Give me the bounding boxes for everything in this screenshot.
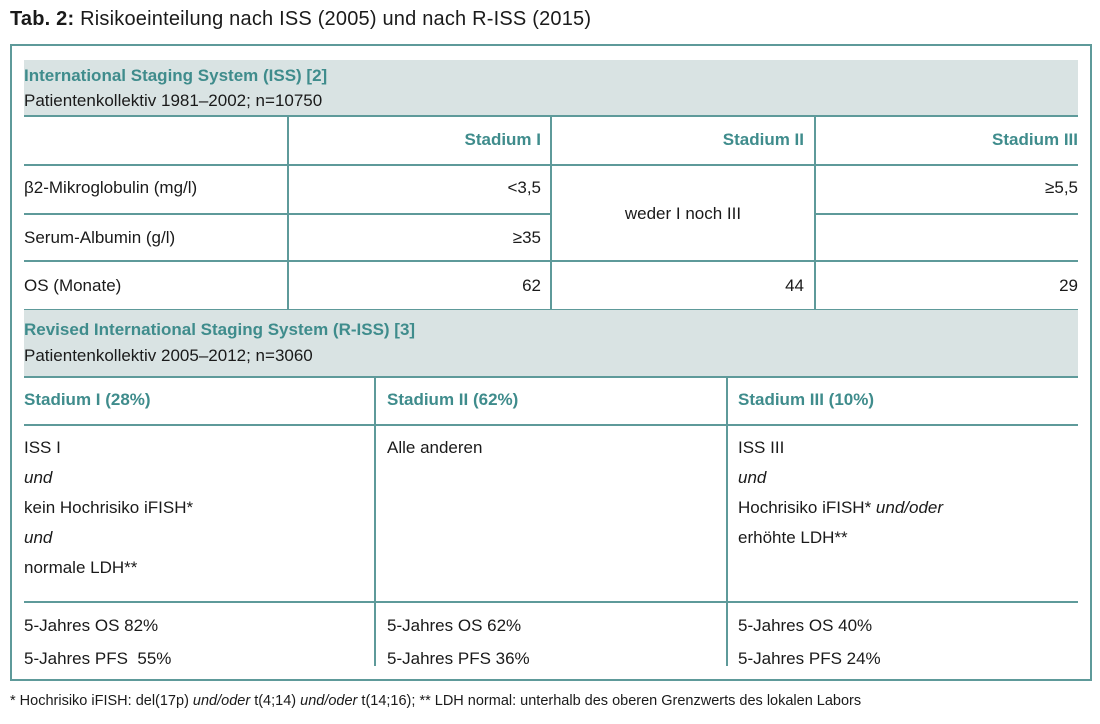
iss-row-value: 44 <box>785 276 804 295</box>
iss-col-stage-1: Stadium I <box>464 130 541 149</box>
iss-row-label: OS (Monate) <box>24 276 122 295</box>
outcome-pfs: 5-Jahres PFS 24% <box>738 649 881 668</box>
riss-col-stage-2: Stadium II (62%) <box>387 390 519 409</box>
outcome-os: 5-Jahres OS 62% <box>387 616 522 635</box>
criteria-line: normale LDH** <box>24 558 138 577</box>
iss-row-value: 29 <box>1059 276 1078 295</box>
footnote-text: * Hochrisiko iFISH: del(17p) <box>10 693 193 709</box>
footnote: * Hochrisiko iFISH: del(17p) und/oder t(… <box>10 693 861 709</box>
iss-row-value: 62 <box>522 276 541 295</box>
criteria-line: Hochrisiko iFISH* und/oder <box>738 498 943 518</box>
criteria-line: Alle anderen <box>387 438 483 457</box>
riss-col-stage-1: Stadium I (28%) <box>24 390 151 409</box>
table-caption: Tab. 2: Risikoeinteilung nach ISS (2005)… <box>10 8 591 31</box>
criteria-line: ISS I <box>24 438 61 457</box>
iss-header-band: International Staging System (ISS) [2] P… <box>24 60 1078 115</box>
outcome-pfs: 5-Jahres PFS 55% <box>24 649 172 668</box>
criteria-line: und <box>738 468 767 487</box>
criteria-line: kein Hochrisiko iFISH* <box>24 498 194 517</box>
divider <box>814 115 816 309</box>
criteria-line: und <box>24 468 53 487</box>
iss-row-value: ≥5,5 <box>1045 178 1078 197</box>
table-frame: International Staging System (ISS) [2] P… <box>10 44 1092 681</box>
footnote-conjunction: und/oder <box>192 693 251 709</box>
footnote-conjunction: und/oder <box>300 693 358 709</box>
outcome-pfs: 5-Jahres PFS 36% <box>387 649 530 668</box>
divider <box>726 376 728 666</box>
divider <box>24 309 1078 311</box>
divider <box>287 115 289 309</box>
divider <box>814 213 1078 215</box>
outcome-os: 5-Jahres OS 40% <box>738 616 873 635</box>
iss-stage-2-merged: weder I noch III <box>624 204 742 223</box>
iss-row-value: <3,5 <box>507 178 541 197</box>
caption-text: Risikoeinteilung nach ISS (2005) und nac… <box>80 8 592 30</box>
divider <box>550 115 552 309</box>
criteria-conjunction: und/oder <box>875 498 944 517</box>
criteria-line: und <box>24 528 53 547</box>
iss-row-label: Serum-Albumin (g/l) <box>24 228 176 247</box>
iss-col-stage-2: Stadium II <box>722 130 804 149</box>
riss-heading: Revised International Staging System (R-… <box>24 320 416 339</box>
riss-header-band: Revised International Staging System (R-… <box>24 310 1078 376</box>
divider <box>24 601 1078 603</box>
divider <box>24 424 1078 426</box>
iss-col-stage-3: Stadium III <box>992 130 1078 149</box>
iss-heading: International Staging System (ISS) [2] <box>24 66 328 85</box>
iss-subheading: Patientenkollektiv 1981–2002; n=10750 <box>24 91 323 110</box>
criteria-line: ISS III <box>738 438 785 457</box>
divider <box>24 376 1078 378</box>
iss-row-value: ≥35 <box>512 228 541 247</box>
criteria-line: erhöhte LDH** <box>738 528 848 547</box>
footnote-text: t(14;16); ** LDH normal: unterhalb des o… <box>357 693 862 709</box>
footnote-text: t(4;14) <box>250 693 301 709</box>
caption-label: Tab. 2: <box>10 8 75 30</box>
riss-col-stage-3: Stadium III (10%) <box>738 390 875 409</box>
iss-row-label: β2-Mikroglobulin (mg/l) <box>24 178 198 197</box>
outcome-os: 5-Jahres OS 82% <box>24 616 159 635</box>
criteria-text: Hochrisiko iFISH* <box>738 498 876 517</box>
divider <box>374 376 376 666</box>
riss-subheading: Patientenkollektiv 2005–2012; n=3060 <box>24 346 313 365</box>
